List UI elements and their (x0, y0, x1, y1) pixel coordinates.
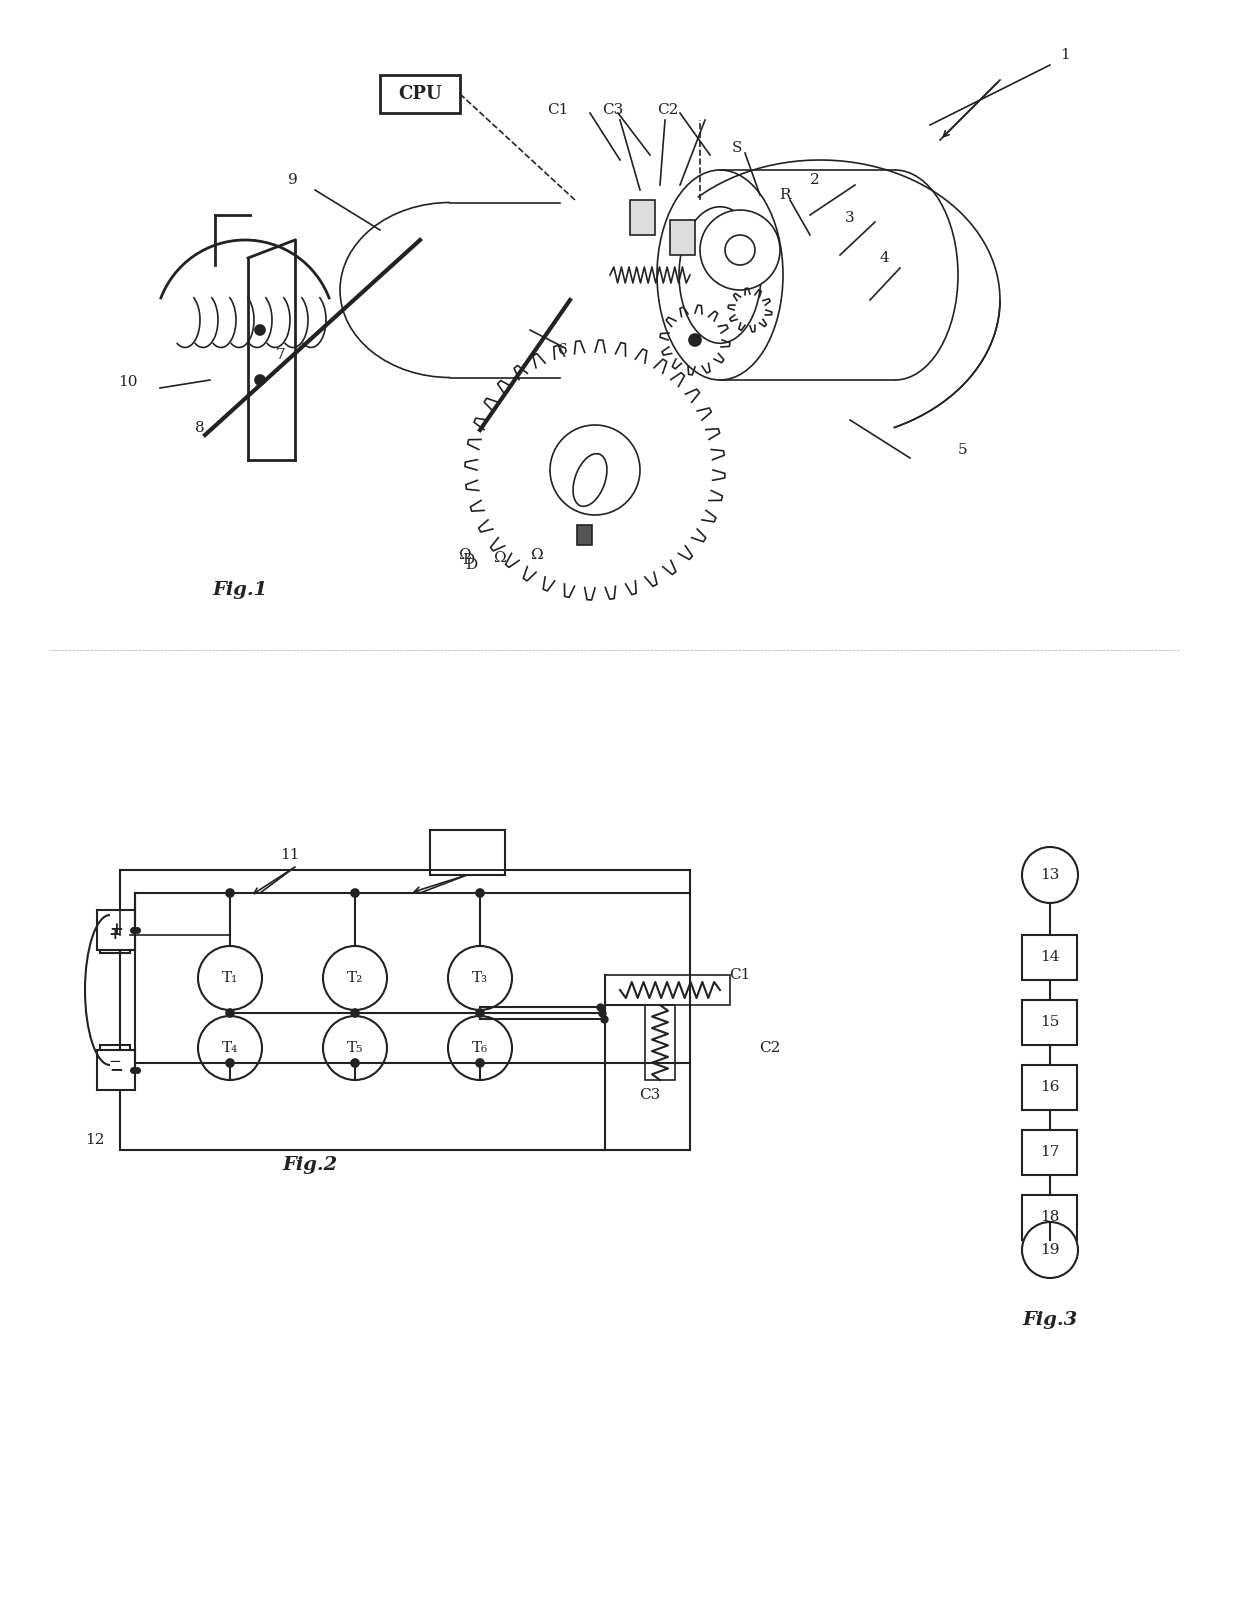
Circle shape (198, 1016, 262, 1080)
Circle shape (725, 235, 755, 264)
Text: −: − (109, 1062, 123, 1078)
Circle shape (255, 325, 265, 335)
Circle shape (322, 1016, 387, 1080)
Circle shape (476, 1009, 484, 1017)
Circle shape (701, 210, 780, 290)
Text: 13: 13 (1040, 868, 1060, 883)
Circle shape (351, 1009, 360, 1017)
Circle shape (226, 1009, 234, 1017)
Text: T₅: T₅ (347, 1041, 363, 1056)
Text: 3: 3 (844, 211, 854, 224)
Text: +: + (109, 921, 123, 939)
Bar (97, 910, 135, 950)
Text: Fig.3: Fig.3 (1022, 1310, 1078, 1330)
Text: D: D (465, 557, 477, 572)
Text: C1: C1 (729, 968, 750, 982)
Bar (1022, 1065, 1078, 1110)
Text: Fig.1: Fig.1 (212, 582, 268, 599)
Text: T₄: T₄ (222, 1041, 238, 1056)
Circle shape (551, 425, 640, 514)
Bar (1022, 1195, 1078, 1240)
Text: T₃: T₃ (472, 971, 489, 985)
Circle shape (226, 889, 234, 897)
Text: 14: 14 (1040, 950, 1060, 964)
Bar (100, 918, 130, 953)
Circle shape (476, 1059, 484, 1067)
Circle shape (448, 947, 512, 1009)
Text: 16: 16 (1040, 1080, 1060, 1094)
Circle shape (255, 375, 265, 384)
Text: 4: 4 (880, 252, 890, 264)
Text: 18: 18 (1040, 1210, 1060, 1224)
Bar (120, 870, 689, 1150)
Text: CPU: CPU (398, 85, 441, 103)
Text: 19: 19 (1040, 1243, 1060, 1258)
Circle shape (198, 947, 262, 1009)
Text: R: R (779, 187, 791, 202)
Text: Ω: Ω (459, 548, 471, 562)
Text: −: − (109, 1056, 122, 1069)
Circle shape (112, 1057, 119, 1065)
Text: 12: 12 (86, 1133, 104, 1147)
Text: 5: 5 (959, 444, 967, 457)
Circle shape (226, 1059, 234, 1067)
Text: 15: 15 (1040, 1016, 1060, 1028)
Bar (1022, 1000, 1078, 1045)
Text: Fig.2: Fig.2 (283, 1157, 337, 1174)
Text: C1: C1 (547, 103, 569, 117)
Text: 10: 10 (119, 375, 138, 389)
Circle shape (689, 333, 701, 346)
Text: 6: 6 (558, 343, 568, 357)
Text: S: S (732, 141, 743, 155)
Bar (577, 525, 591, 545)
Circle shape (1022, 847, 1078, 904)
Circle shape (476, 889, 484, 897)
Text: D: D (461, 553, 474, 567)
Text: 7: 7 (275, 348, 285, 362)
Text: Ω: Ω (531, 548, 543, 562)
Text: C3: C3 (603, 103, 624, 117)
Circle shape (448, 1016, 512, 1080)
Text: T₆: T₆ (472, 1041, 489, 1056)
Circle shape (112, 931, 119, 939)
Text: +: + (109, 928, 122, 942)
Bar (379, 75, 460, 114)
Bar (670, 219, 694, 255)
Circle shape (351, 1059, 360, 1067)
Bar (1022, 936, 1078, 980)
Text: C2: C2 (657, 103, 678, 117)
Text: Ω: Ω (494, 551, 506, 566)
Text: 8: 8 (196, 421, 205, 436)
Bar (430, 830, 505, 875)
Circle shape (322, 947, 387, 1009)
Text: 1: 1 (1060, 48, 1070, 62)
Bar (645, 1004, 675, 1080)
Bar (100, 1045, 130, 1080)
Text: C2: C2 (759, 1041, 781, 1056)
Bar (630, 200, 655, 235)
Text: T₁: T₁ (222, 971, 238, 985)
Bar (605, 976, 730, 1004)
Text: 17: 17 (1040, 1145, 1060, 1158)
Circle shape (351, 889, 360, 897)
Bar (97, 1049, 135, 1089)
Text: T₂: T₂ (347, 971, 363, 985)
Text: 11: 11 (280, 847, 300, 862)
Text: C3: C3 (640, 1088, 661, 1102)
Text: 9: 9 (288, 173, 298, 187)
Circle shape (1022, 1222, 1078, 1278)
Bar (1022, 1129, 1078, 1174)
Text: 2: 2 (810, 173, 820, 187)
